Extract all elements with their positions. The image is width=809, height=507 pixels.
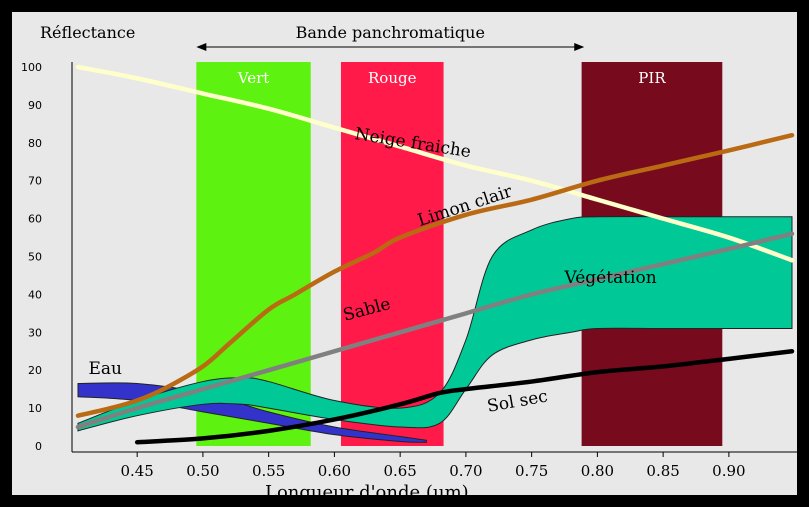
band-label-pir: PIR xyxy=(638,69,666,87)
x-tick-label: 0.80 xyxy=(581,462,614,480)
y-tick-label: 50 xyxy=(28,251,42,264)
x-tick-label: 0.75 xyxy=(515,462,548,480)
line-series xyxy=(75,64,795,445)
y-tick-label: 10 xyxy=(28,402,42,415)
spectral-bands: Vert Rouge PIR xyxy=(196,62,723,446)
x-tick-label: 0.85 xyxy=(646,462,679,480)
band-label-rouge: Rouge xyxy=(368,69,417,87)
axes: 0 10 20 30 40 50 60 70 80 90 100 0.45 0.50 0.55 0.60 0.… xyxy=(21,61,797,480)
panchromatic-arrowhead-right xyxy=(574,43,585,51)
band-label-vert: Vert xyxy=(237,69,270,87)
y-tick-label: 60 xyxy=(28,213,42,226)
y-tick-label: 100 xyxy=(21,61,42,74)
y-tick-label: 90 xyxy=(28,99,42,112)
line-sable xyxy=(75,231,795,430)
y-tick-label: 40 xyxy=(28,288,42,301)
x-tick-label: 0.50 xyxy=(186,462,219,480)
panchromatic-arrowhead-left xyxy=(196,43,207,51)
panchromatic-band: Bande panchromatique xyxy=(196,23,585,51)
band-rouge xyxy=(340,62,444,446)
x-tick-label: 0.65 xyxy=(383,462,416,480)
x-tick-label: 0.45 xyxy=(120,462,153,480)
label-eau: Eau xyxy=(89,359,123,379)
line-neige-fraiche xyxy=(75,64,795,263)
line-limon-clair xyxy=(75,132,795,418)
y-tick-label: 70 xyxy=(28,175,42,188)
y-tick-label: 80 xyxy=(28,137,42,150)
label-vegetation: Végétation xyxy=(564,268,657,288)
y-tick-label: 0 xyxy=(35,440,42,453)
line-sol-sec xyxy=(134,349,795,445)
y-tick-label: 20 xyxy=(28,364,42,377)
y-axis-label: Réflectance xyxy=(40,23,135,42)
x-tick-label: 0.70 xyxy=(449,462,482,480)
panchromatic-label: Bande panchromatique xyxy=(296,23,485,42)
x-axis-label: Longueur d'onde (µm) xyxy=(265,482,469,503)
x-tick-label: 0.90 xyxy=(712,462,745,480)
x-tick-label: 0.55 xyxy=(252,462,285,480)
x-tick-label: 0.60 xyxy=(318,462,351,480)
y-tick-label: 30 xyxy=(28,326,42,339)
